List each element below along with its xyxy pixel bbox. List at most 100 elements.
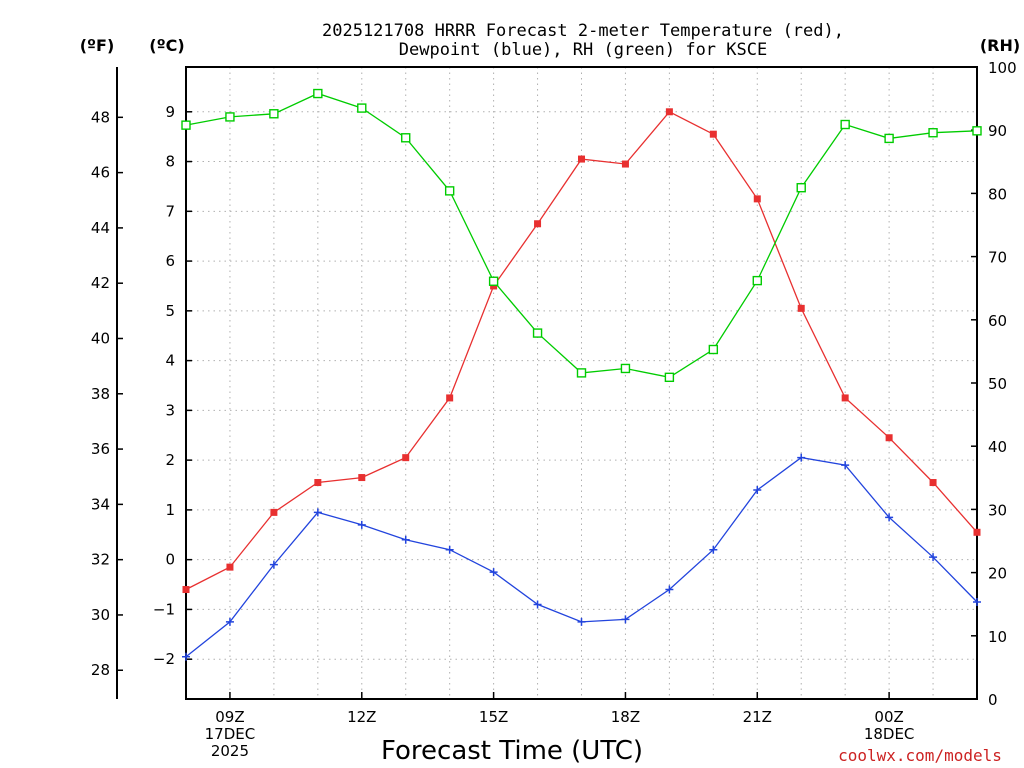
celsius-tick-label: −1 bbox=[153, 600, 175, 618]
2-meter-temperature-point bbox=[446, 394, 454, 402]
2-meter-temperature-point bbox=[314, 479, 322, 487]
2-meter-temperature-point bbox=[885, 434, 893, 442]
rh-tick-label: 100 bbox=[988, 59, 1017, 77]
relative-humidity-point bbox=[752, 275, 762, 286]
rh-unit-label: (RH) bbox=[980, 36, 1020, 55]
fahrenheit-tick-label: 46 bbox=[91, 164, 110, 182]
fahrenheit-tick-label: 48 bbox=[91, 108, 110, 126]
fahrenheit-tick-label: 34 bbox=[91, 495, 110, 513]
2-meter-temperature-point bbox=[621, 160, 629, 168]
dewpoint-point bbox=[753, 485, 762, 494]
x-tick-label: 17DEC bbox=[205, 725, 256, 743]
rh-tick-label: 40 bbox=[988, 438, 1007, 456]
dewpoint-point bbox=[665, 585, 674, 594]
fahrenheit-tick-label: 36 bbox=[91, 440, 110, 458]
2-meter-temperature-point bbox=[709, 130, 717, 138]
2-meter-temperature-point bbox=[182, 586, 190, 594]
series-layer bbox=[181, 88, 982, 661]
x-tick-label: 21Z bbox=[743, 708, 772, 726]
2-meter-temperature-point bbox=[270, 508, 278, 516]
2-meter-temperature-point bbox=[534, 220, 542, 228]
celsius-tick-label: 3 bbox=[165, 401, 175, 419]
2-meter-temperature-point bbox=[578, 155, 585, 163]
celsius-tick-label: 1 bbox=[165, 501, 175, 519]
2-meter-temperature-point bbox=[490, 282, 498, 290]
chart-title-line2: Dewpoint (blue), RH (green) for KSCE bbox=[399, 40, 767, 60]
relative-humidity-point bbox=[576, 368, 587, 378]
dewpoint-point bbox=[533, 600, 542, 609]
rh-tick-label: 70 bbox=[988, 249, 1007, 267]
dewpoint-point bbox=[269, 560, 278, 569]
fahrenheit-unit-label: (ºF) bbox=[80, 36, 115, 55]
fahrenheit-tick-label: 42 bbox=[91, 274, 110, 292]
fahrenheit-tick-label: 38 bbox=[91, 385, 110, 403]
x-tick-label: 12Z bbox=[347, 708, 376, 726]
fahrenheit-tick-label: 32 bbox=[91, 551, 110, 569]
x-tick-label: 2025 bbox=[211, 742, 249, 760]
2-meter-temperature-point bbox=[973, 528, 981, 536]
relative-humidity-line bbox=[185, 92, 978, 378]
dewpoint-point bbox=[357, 520, 366, 529]
dewpoint-point bbox=[973, 597, 981, 606]
relative-humidity-point bbox=[181, 120, 191, 130]
celsius-tick-label: 5 bbox=[165, 302, 175, 320]
dewpoint-point bbox=[313, 508, 322, 517]
2-meter-temperature-point bbox=[402, 454, 410, 462]
relative-humidity-point bbox=[269, 109, 279, 119]
rh-tick-label: 80 bbox=[988, 185, 1007, 203]
relative-humidity-point bbox=[488, 276, 499, 286]
dewpoint-point bbox=[929, 553, 938, 562]
dewpoint-point bbox=[445, 545, 454, 554]
x-tick-label: 18DEC bbox=[864, 725, 915, 743]
fahrenheit-tick-label: 44 bbox=[91, 219, 110, 237]
relative-humidity-point bbox=[840, 119, 850, 130]
relative-humidity-point bbox=[708, 344, 719, 355]
fahrenheit-tick-label: 30 bbox=[91, 606, 110, 624]
dewpoint-point bbox=[489, 568, 498, 577]
dewpoint-point bbox=[401, 535, 410, 544]
relative-humidity-point bbox=[532, 328, 543, 338]
x-tick-label: 09Z bbox=[215, 708, 244, 726]
celsius-unit-label: (ºC) bbox=[149, 36, 184, 55]
relative-humidity-point bbox=[401, 133, 411, 143]
celsius-tick-label: 9 bbox=[165, 103, 175, 121]
x-tick-label: 00Z bbox=[874, 708, 903, 726]
dewpoint-point bbox=[182, 652, 190, 661]
relative-humidity-point bbox=[972, 126, 982, 136]
celsius-tick-label: 0 bbox=[165, 551, 175, 569]
rh-tick-label: 90 bbox=[988, 122, 1007, 140]
x-tick-label: 15Z bbox=[479, 708, 508, 726]
dewpoint-point bbox=[797, 453, 806, 462]
relative-humidity-point bbox=[225, 112, 235, 122]
2-meter-temperature-point bbox=[841, 394, 849, 402]
relative-humidity-point bbox=[884, 133, 894, 144]
relative-humidity-point bbox=[313, 88, 323, 99]
2-meter-temperature-point bbox=[226, 563, 234, 571]
credit-text: coolwx.com/models bbox=[838, 746, 1002, 765]
rh-tick-label: 60 bbox=[988, 312, 1007, 330]
rh-tick-label: 0 bbox=[988, 691, 998, 709]
2-meter-temperature-point bbox=[797, 304, 805, 312]
dewpoint-point bbox=[709, 545, 718, 554]
relative-humidity-point bbox=[928, 128, 938, 138]
2-meter-temperature-point bbox=[665, 108, 673, 116]
2-meter-temperature-point bbox=[753, 195, 761, 203]
dewpoint-point bbox=[225, 617, 234, 626]
rh-tick-label: 30 bbox=[988, 501, 1007, 519]
dewpoint-point bbox=[577, 617, 586, 626]
rh-tick-label: 10 bbox=[988, 628, 1007, 646]
dewpoint-point bbox=[885, 513, 894, 522]
dewpoint-point bbox=[621, 615, 630, 624]
axes: −2−1012345678928303234363840424446480102… bbox=[91, 59, 1017, 760]
celsius-tick-label: 8 bbox=[165, 153, 175, 171]
fahrenheit-tick-label: 40 bbox=[91, 329, 110, 347]
relative-humidity-point bbox=[357, 103, 367, 113]
chart-title-line1: 2025121708 HRRR Forecast 2-meter Tempera… bbox=[322, 21, 844, 41]
celsius-tick-label: 7 bbox=[165, 202, 175, 220]
dewpoint-point bbox=[841, 461, 850, 470]
celsius-tick-label: 4 bbox=[165, 352, 175, 370]
fahrenheit-tick-label: 28 bbox=[91, 661, 110, 679]
celsius-tick-label: −2 bbox=[153, 650, 175, 668]
relative-humidity-point bbox=[444, 186, 455, 196]
